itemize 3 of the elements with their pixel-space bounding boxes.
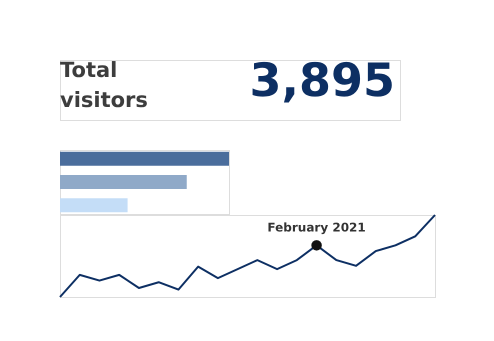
text: 3,895 <box>249 53 395 107</box>
annotation: February 2021 <box>267 220 366 234</box>
text: Total visitors <box>60 58 148 112</box>
